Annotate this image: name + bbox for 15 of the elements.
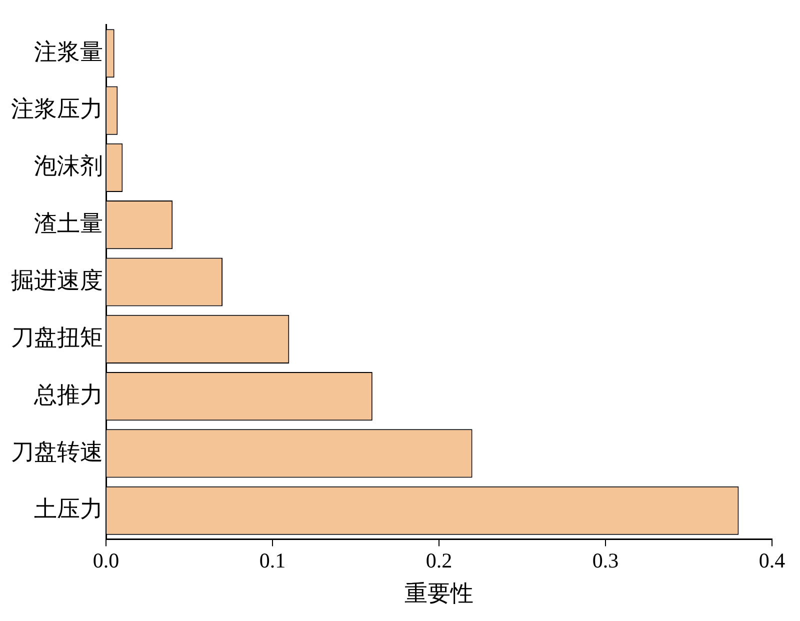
x-tick-label: 0.3 xyxy=(592,548,619,572)
y-tick-label: 渣土量 xyxy=(34,210,103,236)
y-tick-label: 注浆压力 xyxy=(11,96,103,122)
y-tick-label: 掘进速度 xyxy=(11,268,103,294)
x-tick-label: 0.1 xyxy=(259,548,286,572)
x-tick-label: 0.4 xyxy=(758,548,786,572)
y-tick-label: 土压力 xyxy=(34,496,103,522)
y-tick-label: 注浆量 xyxy=(34,39,103,64)
x-tick-label: 0.0 xyxy=(92,548,120,572)
x-axis-title: 重要性 xyxy=(404,581,474,606)
y-tick-label: 刀盘转速 xyxy=(11,440,103,465)
x-tick-label: 0.2 xyxy=(426,548,452,572)
y-tick-label: 泡沫剂 xyxy=(34,154,103,179)
y-tick-label: 总推力 xyxy=(33,382,103,408)
y-tick-label: 刀盘扭矩 xyxy=(11,325,103,350)
